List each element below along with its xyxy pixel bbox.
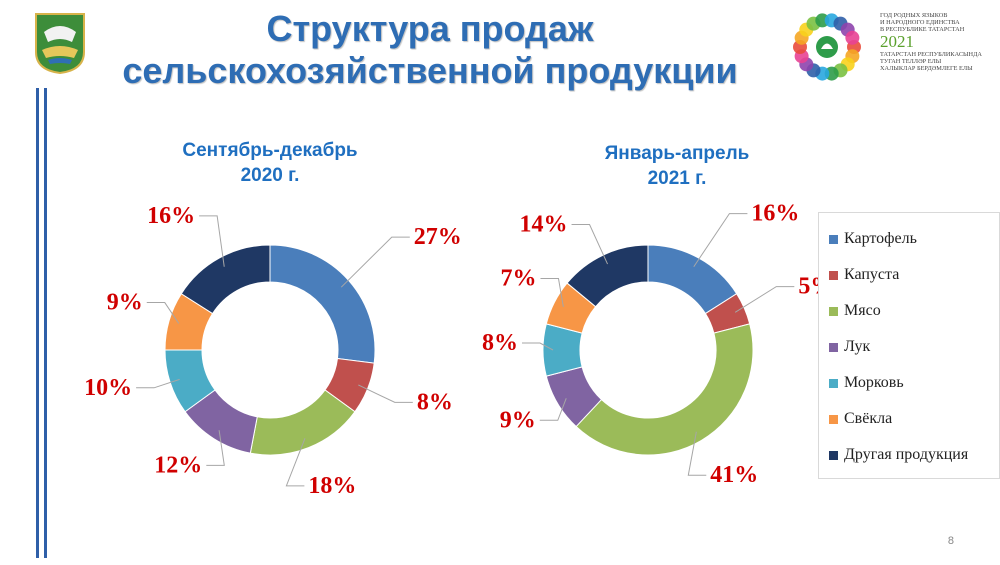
year-badge-line4: ТАТАРСТАН РЕСПУБЛИКАСЫНДА (880, 51, 982, 58)
year-emblem-logo (793, 13, 861, 81)
legend-item: Морковь (829, 373, 904, 393)
legend-label: Мясо (844, 302, 881, 319)
donut-slice (269, 244, 376, 364)
legend-item: Лук (829, 337, 870, 357)
legend-swatch (829, 450, 838, 460)
leader-line (687, 431, 707, 476)
leader-line (199, 215, 225, 267)
slide-title: Структура продаж сельскохозяйственной пр… (110, 8, 750, 92)
data-label: 8% (482, 330, 518, 356)
legend-swatch (829, 270, 838, 280)
data-label: 27% (414, 224, 462, 250)
legend-item: Мясо (829, 301, 881, 321)
emblem-petal (845, 30, 860, 45)
data-label: 12% (154, 452, 202, 478)
legend-item: Картофель (829, 229, 917, 249)
page-number: 8 (947, 535, 954, 547)
data-label: 9% (107, 290, 143, 316)
leader-line (571, 224, 609, 265)
legend-item: Свёкла (829, 409, 892, 429)
legend-item: Другая продукция (829, 445, 968, 465)
slide-title-line1: Структура продаж (266, 8, 594, 49)
donut-slice (566, 244, 649, 308)
leader-line (285, 438, 306, 487)
leader-line (340, 236, 410, 288)
legend-label: Лук (844, 338, 871, 355)
year-badge-line1: ГОД РОДНЫХ ЯЗЫКОВ (880, 12, 948, 19)
year-badge-line6: ХАЛЫКЛАР БЕРДӘМЛЕГЕ ЕЛЫ (880, 65, 973, 72)
chart2-title-line2: 2021 г. (647, 168, 707, 189)
data-label: 9% (500, 407, 536, 433)
leader-line (734, 286, 795, 313)
legend-swatch (829, 306, 838, 316)
leader-line (540, 278, 564, 307)
leader-line (358, 384, 413, 403)
legend-swatch (829, 234, 838, 244)
leader-line (206, 430, 225, 466)
donut-slice (180, 244, 271, 315)
legend-label: Другая продукция (844, 446, 969, 463)
year-badge-line2: И НАРОДНОГО ЕДИНСТВА (880, 19, 960, 26)
chart1-title: Сентябрь-декабрь 2020 г. (135, 138, 405, 188)
legend-item: Капуста (829, 265, 899, 285)
decor-line-right (44, 88, 47, 558)
data-label: 18% (308, 473, 356, 499)
data-label: 41% (710, 462, 758, 488)
leader-line (136, 378, 180, 389)
legend-label: Морковь (844, 374, 904, 391)
data-label: 8% (417, 389, 453, 415)
chart1-title-line2: 2020 г. (240, 165, 300, 186)
leader-line (693, 213, 748, 268)
data-label: 7% (500, 266, 536, 292)
year-badge-line3: В РЕСПУБЛИКЕ ТАТАРСТАН (880, 26, 965, 33)
coat-of-arms-logo (35, 13, 85, 74)
data-label: 10% (84, 375, 132, 401)
chart2-title-line1: Январь-апрель (604, 143, 750, 164)
data-label: 16% (751, 201, 799, 227)
year-badge-text: ГОД РОДНЫХ ЯЗЫКОВ И НАРОДНОГО ЕДИНСТВА В… (880, 12, 998, 72)
legend-swatch (829, 414, 838, 424)
legend-swatch (829, 378, 838, 388)
chart2-title: Январь-апрель 2021 г. (552, 141, 802, 191)
legend-label: Капуста (844, 266, 900, 283)
donut-slice (575, 323, 754, 456)
legend-label: Картофель (844, 230, 917, 247)
slide-title-line2: сельскохозяйственной продукции (122, 50, 738, 91)
legend-label: Свёкла (844, 410, 893, 427)
legend-swatch (829, 342, 838, 352)
decor-line-left (36, 88, 39, 558)
leader-line (146, 302, 180, 324)
leader-line (539, 398, 567, 421)
chart-legend: Картофель Капуста Мясо Лук Морковь Свёкла Друг… (818, 212, 1000, 479)
data-label: 16% (147, 203, 195, 229)
chart1-title-line1: Сентябрь-декабрь (182, 140, 358, 161)
year-badge-year: 2021 (880, 32, 914, 51)
data-label: 14% (520, 212, 568, 238)
year-badge-line5: ТУГАН ТЕЛЛӘР ЕЛЫ (880, 58, 942, 65)
leader-line (522, 342, 554, 351)
